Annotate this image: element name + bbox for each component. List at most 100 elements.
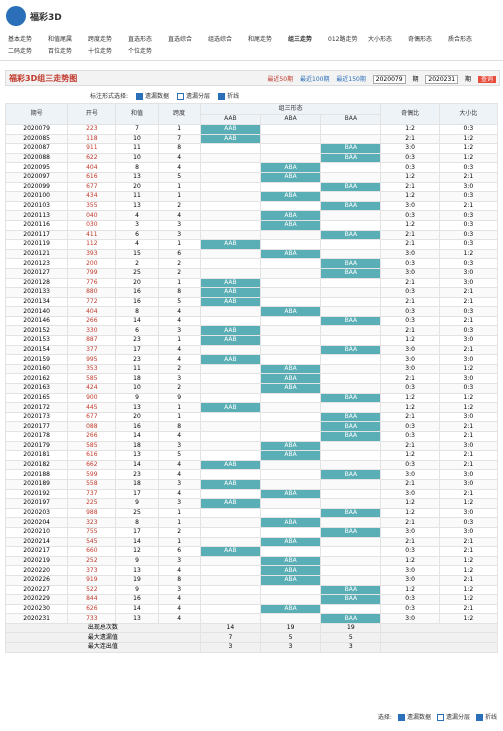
draw-number: 404	[67, 162, 117, 173]
options: 标注形式选择: 遗漏数据 遗漏分层 折线	[90, 91, 247, 100]
empty-cell	[199, 574, 261, 586]
chart-title: 福彩3D组三走势图	[9, 74, 78, 83]
big-small-ratio: 0:3	[438, 258, 499, 269]
nav-link[interactable]: 奇偶形态	[408, 36, 433, 43]
data-row: 2020097 616 13 5 ABA 1:2 2:1	[4, 171, 499, 183]
issue: 2020116	[4, 219, 69, 231]
checkbox-option[interactable]: 遗漏数据	[397, 714, 431, 721]
shape-marker: ABA	[259, 363, 322, 375]
empty-cell	[199, 143, 261, 154]
recent-link[interactable]: 最近100期	[300, 76, 330, 83]
empty-cell	[259, 258, 322, 269]
shape-marker: ABA	[259, 450, 322, 461]
data-row: 2020152 330 6 3 AAB 2:1 0:3	[4, 325, 499, 337]
issue: 2020165	[4, 392, 69, 404]
draw-number: 776	[67, 277, 117, 289]
empty-cell	[259, 392, 322, 404]
shape-marker: AAB	[199, 287, 261, 298]
checkbox[interactable]	[218, 93, 226, 100]
draw-number: 330	[67, 325, 117, 337]
big-small-ratio: 3:0	[438, 267, 499, 279]
odd-even-ratio: 3:0	[380, 200, 440, 212]
span: 1	[157, 517, 201, 528]
shape-marker: BAA	[320, 411, 382, 423]
span: 1	[157, 239, 201, 250]
data-row: 2020163 424 10 2 ABA 0:3 0:3	[4, 383, 499, 394]
odd-even-ratio: 1:2	[380, 171, 440, 183]
shape-marker: ABA	[259, 603, 322, 615]
nav-link[interactable]: 组选综合	[208, 36, 233, 43]
stat-label: 最大遗漏值	[5, 632, 201, 644]
checkbox-option[interactable]: 遗漏分层	[436, 714, 470, 721]
checkbox[interactable]	[177, 93, 185, 100]
data-row: 2020181 616 13 5 ABA 1:2 2:1	[4, 450, 499, 461]
nav-link[interactable]: 二码走势	[8, 48, 33, 55]
draw-number: 200	[67, 258, 117, 269]
nav-link[interactable]: 直选综合	[168, 36, 193, 43]
odd-even-ratio: 3:0	[380, 526, 440, 538]
span: 4	[157, 344, 201, 356]
sum: 10	[115, 133, 159, 145]
recent-link[interactable]: 最近50期	[267, 76, 294, 83]
nav-link[interactable]: 012路走势	[328, 36, 358, 43]
query-button[interactable]: 查询	[477, 76, 496, 83]
checkbox-option[interactable]: 折线	[218, 93, 239, 100]
issue: 2020203	[4, 507, 69, 519]
empty-cell	[199, 344, 261, 356]
nav-link[interactable]: 和尾走势	[248, 36, 273, 43]
empty-cell	[199, 267, 261, 279]
nav-link[interactable]: 直选形态	[128, 36, 153, 43]
nav-link[interactable]: 大小形态	[368, 36, 393, 43]
checkbox-option[interactable]: 遗漏数据	[136, 93, 169, 100]
nav-link[interactable]: 百位走势	[48, 48, 73, 55]
empty-cell	[259, 277, 322, 289]
column-header: 奇偶比	[380, 103, 440, 125]
span: 2	[157, 258, 201, 269]
nav-link[interactable]: 和值尾属	[48, 36, 73, 43]
checkbox[interactable]	[475, 714, 483, 721]
shape-marker: ABA	[259, 248, 322, 260]
checkbox[interactable]	[397, 714, 405, 721]
to-input[interactable]: 2020231	[425, 75, 459, 84]
odd-even-ratio: 0:3	[380, 459, 440, 471]
nav-link[interactable]: 质合形态	[448, 36, 473, 43]
sum: 18	[115, 440, 159, 452]
draw-number: 558	[67, 478, 117, 490]
empty-cell	[320, 210, 382, 221]
issue: 2020088	[4, 152, 69, 164]
draw-number: 266	[67, 431, 117, 442]
from-input[interactable]: 2020079	[372, 75, 406, 84]
draw-number: 880	[67, 287, 117, 298]
span: 3	[157, 478, 201, 490]
checkbox[interactable]	[136, 93, 144, 100]
empty-cell	[259, 287, 322, 298]
nav-link[interactable]: 组三走势	[288, 36, 313, 43]
span: 3	[157, 555, 201, 567]
odd-even-ratio: 2:1	[380, 478, 440, 490]
empty-cell	[320, 248, 382, 260]
draw-number: 911	[67, 143, 117, 154]
big-small-ratio: 0:3	[438, 306, 499, 317]
checkbox-option[interactable]: 遗漏分层	[177, 93, 210, 100]
nav-link[interactable]: 十位走势	[88, 48, 113, 55]
data-row: 2020230 626 14 4 ABA 0:3 2:1	[4, 603, 499, 615]
draw-number: 755	[67, 526, 117, 538]
odd-even-ratio: 2:1	[380, 296, 440, 308]
sum: 14	[115, 315, 159, 327]
sum: 13	[115, 565, 159, 576]
issue: 2020133	[4, 287, 69, 298]
span: 4	[157, 152, 201, 164]
sum: 4	[115, 239, 159, 250]
draw-number: 040	[67, 210, 117, 221]
recent-link[interactable]: 最近150期	[336, 76, 366, 83]
data-row: 2020165 900 9 9 BAA 1:2 1:2	[4, 392, 499, 404]
shape-marker: ABA	[259, 162, 322, 173]
nav-link[interactable]: 个位走势	[128, 48, 153, 55]
nav-link[interactable]: 跨度走势	[88, 36, 113, 43]
nav-link[interactable]: 基本走势	[8, 36, 33, 43]
checkbox-option[interactable]: 折线	[475, 714, 497, 721]
logo-icon	[6, 6, 26, 26]
big-small-ratio: 1:2	[438, 392, 499, 404]
checkbox[interactable]	[436, 714, 444, 721]
draw-number: 225	[67, 498, 117, 509]
